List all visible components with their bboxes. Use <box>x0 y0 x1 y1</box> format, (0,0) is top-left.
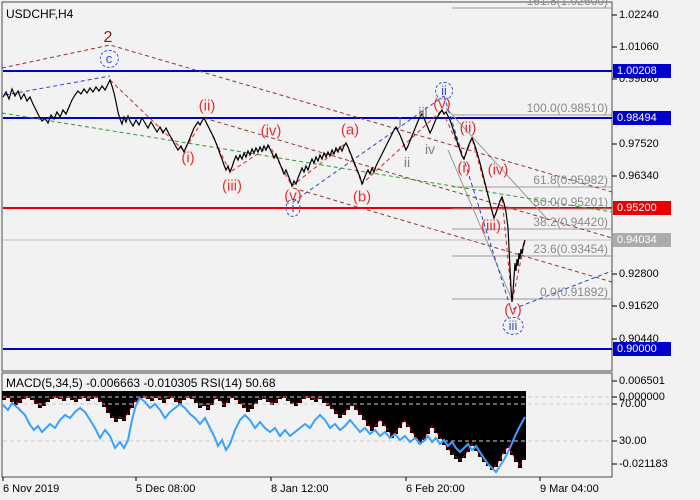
price-line <box>2 78 526 303</box>
wave-blue-ii-to-iii <box>443 95 511 307</box>
wave-blue-rise-c <box>4 75 111 96</box>
channel-line <box>447 149 513 301</box>
wave-blue-i-to-ii <box>292 95 445 203</box>
wave-red-zigzag <box>109 79 526 303</box>
trend-maroon-upper <box>1 44 613 193</box>
channel-line <box>445 107 549 221</box>
trend-maroon-lower <box>292 187 613 283</box>
rsi-line <box>2 396 526 474</box>
trend-green <box>1 112 613 213</box>
macd-signal-line <box>3 395 525 469</box>
macd-indicator-label: MACD(5,34,5) -0.006663 -0.010305 RSI(14)… <box>6 376 276 390</box>
trend-maroon-mid <box>203 117 613 239</box>
macd-panel-border <box>1 372 613 478</box>
symbol-timeframe-label: USDCHF,H4 <box>6 7 74 21</box>
wave-blue-projection <box>512 270 613 310</box>
